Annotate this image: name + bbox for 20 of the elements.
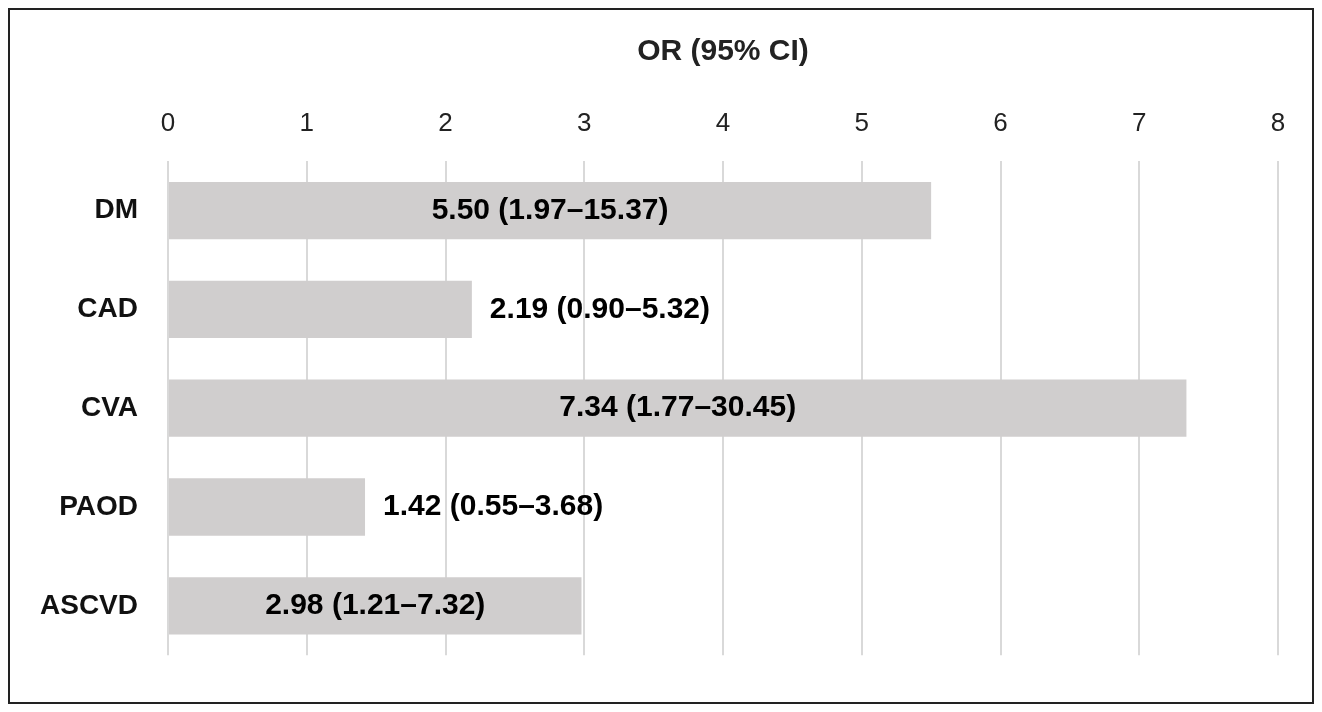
y-tick-label: ASCVD	[40, 588, 139, 620]
y-tick-label: CVA	[80, 390, 139, 422]
data-label: 5.50 (1.97–15.37)	[431, 191, 669, 225]
x-tick-label: 0	[160, 106, 176, 137]
x-tick-label: 6	[993, 106, 1008, 137]
data-label: 1.42 (0.55–3.68)	[383, 488, 604, 522]
x-tick-label: 5	[854, 106, 869, 137]
y-tick-label: DM	[94, 193, 139, 225]
x-tick-label: 2	[438, 106, 453, 137]
x-tick-label: 3	[577, 106, 592, 137]
data-label: 2.98 (1.21–7.32)	[265, 587, 486, 621]
x-tick-label: 7	[1132, 106, 1147, 137]
y-tick-label: CAD	[77, 292, 139, 324]
data-label: 7.34 (1.77–30.45)	[559, 389, 797, 423]
data-label: 2.19 (0.90–5.32)	[489, 290, 711, 324]
x-axis-title: OR (95% CI)	[637, 33, 809, 67]
y-tick-label: PAOD	[59, 489, 139, 521]
x-tick-label: 8	[1270, 106, 1286, 137]
x-tick-label: 4	[715, 106, 731, 137]
x-tick-label: 1	[299, 106, 314, 137]
